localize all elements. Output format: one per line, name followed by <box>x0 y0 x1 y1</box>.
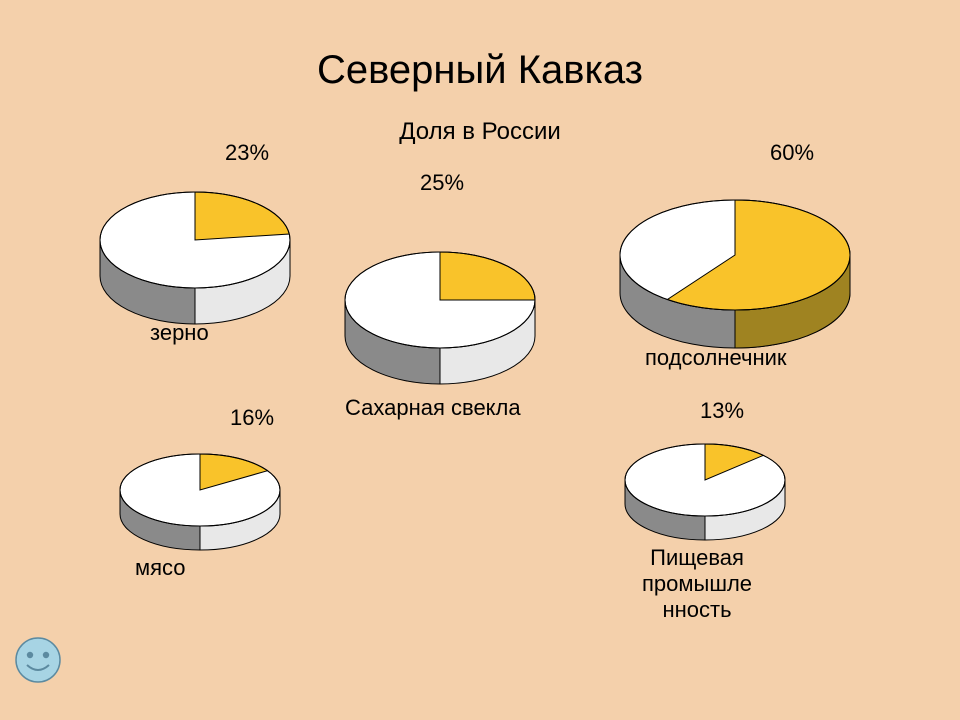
pie-foodind-percent: 13% <box>700 398 744 424</box>
pie-sugarbeet-percent: 25% <box>420 170 464 196</box>
smiley-icon <box>10 632 66 693</box>
slide-canvas: Северный Кавказ Доля в России 23% зерно 2… <box>0 0 960 720</box>
pie-sunflower-percent: 60% <box>770 140 814 166</box>
slide-title: Северный Кавказ <box>0 48 960 93</box>
pie-foodind-label: Пищевая промышле нность <box>642 545 752 623</box>
pie-grain-label: зерно <box>150 320 209 346</box>
slide-subtitle: Доля в России <box>0 118 960 146</box>
pie-meat <box>116 450 284 554</box>
pie-grain <box>96 188 294 328</box>
pie-grain-percent: 23% <box>225 140 269 166</box>
pie-foodind <box>621 440 789 544</box>
pie-sunflower-label: подсолнечник <box>645 345 787 371</box>
pie-meat-percent: 16% <box>230 405 274 431</box>
pie-sunflower <box>616 196 854 352</box>
pie-sugarbeet <box>341 248 539 388</box>
pie-meat-label: мясо <box>135 555 186 581</box>
pie-sugarbeet-label: Сахарная свекла <box>345 395 521 421</box>
